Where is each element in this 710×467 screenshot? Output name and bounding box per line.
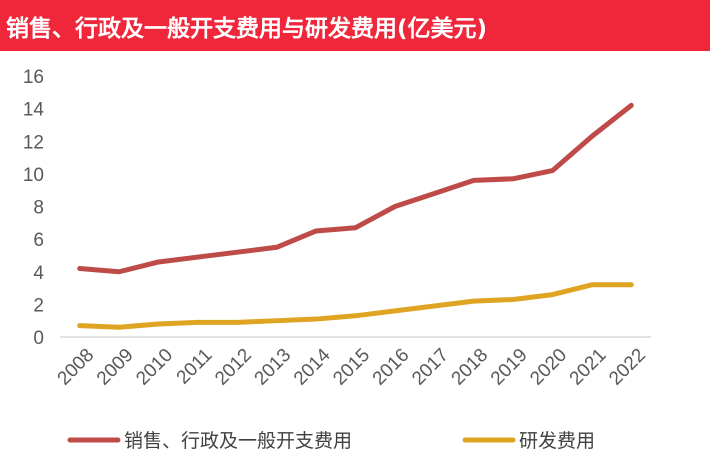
y-axis: 0 2 4 6 8 10 12 14 16: [23, 67, 45, 349]
x-tick-label: 2014: [290, 344, 335, 389]
x-tick-label: 2016: [369, 345, 414, 390]
x-tick-label: 2012: [211, 345, 256, 390]
x-tick-label: 2020: [526, 345, 571, 390]
x-tick-label: 2013: [251, 345, 296, 390]
x-tick-label: 2010: [132, 345, 177, 390]
x-tick-label: 2019: [487, 345, 532, 390]
x-tick-label: 2015: [329, 345, 374, 390]
x-tick-label: 2022: [605, 345, 650, 390]
legend-label-2: 研发费用: [519, 430, 595, 452]
x-axis: 2008200920102011201220132014201520162017…: [54, 336, 651, 390]
x-tick-label: 2018: [448, 345, 493, 390]
y-tick-label: 0: [33, 328, 44, 349]
series-line-1: [77, 102, 634, 275]
x-tick-label: 2009: [93, 345, 138, 390]
series-line-2: [77, 282, 634, 330]
y-tick-label: 4: [33, 263, 44, 284]
y-tick-label: 12: [23, 132, 44, 153]
y-tick-label: 14: [23, 100, 45, 121]
chart-title: 销售、行政及一般开支费用与研发费用(亿美元): [6, 15, 488, 42]
x-tick-label: 2021: [566, 345, 611, 390]
y-tick-label: 6: [33, 230, 44, 251]
y-tick-label: 8: [33, 198, 44, 219]
legend-label-1: 销售、行政及一般开支费用: [124, 430, 352, 452]
x-tick-label: 2017: [408, 345, 453, 390]
y-tick-label: 16: [23, 67, 44, 88]
series-lines: [77, 102, 634, 330]
legend: 销售、行政及一般开支费用 研发费用: [67, 430, 595, 452]
x-tick-label: 2011: [173, 345, 217, 389]
y-tick-label: 10: [23, 165, 44, 186]
y-tick-label: 2: [33, 295, 44, 316]
title-bar: 销售、行政及一般开支费用与研发费用(亿美元): [0, 0, 710, 51]
x-tick-label: 2008: [54, 345, 99, 390]
